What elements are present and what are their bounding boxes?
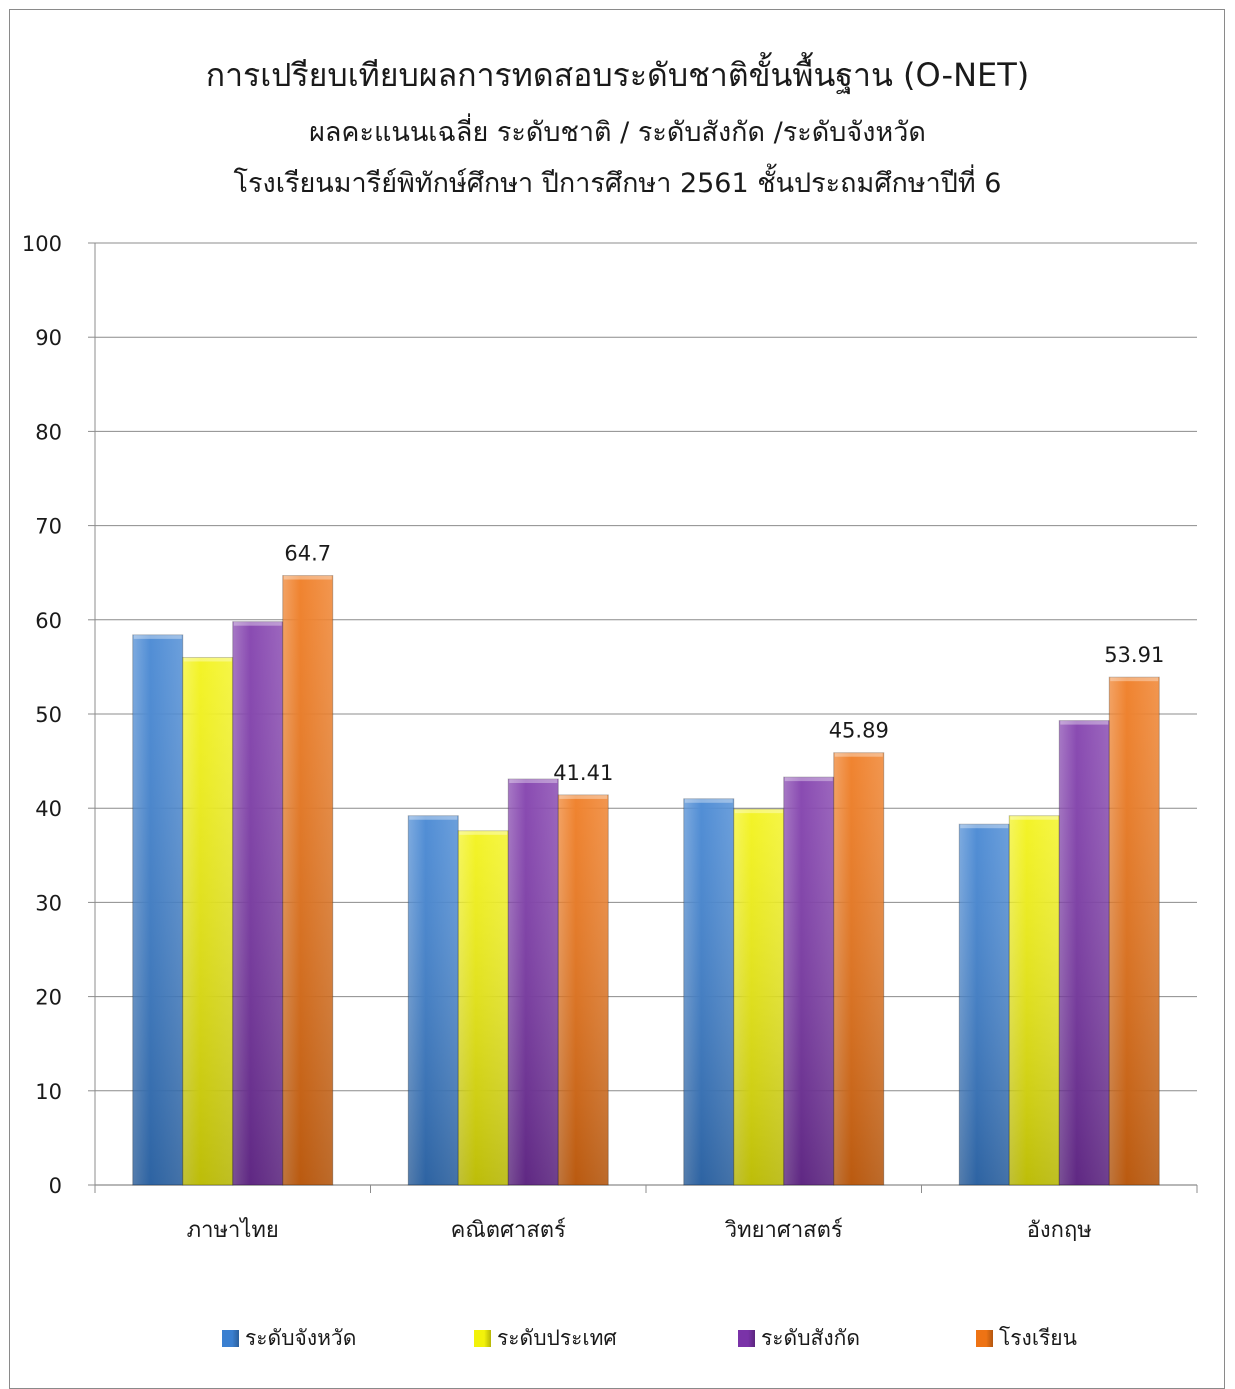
data-labels: 64.7 41.41 45.89 53.91	[284, 542, 1164, 785]
legend-swatch	[222, 1329, 239, 1347]
bar-top-highlight	[784, 777, 833, 782]
y-tick-label: 60	[35, 609, 62, 633]
chart-title: การเปรียบเทียบผลการทดสอบระดับชาติขั้นพื้…	[205, 56, 1030, 94]
bar-shading	[458, 830, 509, 1185]
x-category-label: อังกฤษ	[1027, 1218, 1092, 1243]
legend-swatch	[738, 1329, 755, 1347]
axes: 0 10 20 30 40 50 60 70 80 90 100 ภาษาไทย คณิตศาสตร์ ว…	[22, 232, 1198, 1243]
bar-shading	[1009, 815, 1060, 1185]
bar-top-highlight	[1110, 677, 1159, 682]
bar-top-highlight	[459, 830, 508, 835]
bar-top-highlight	[960, 824, 1009, 829]
data-label: 45.89	[829, 719, 889, 743]
bar-shading	[1059, 720, 1110, 1185]
y-tick-label: 80	[35, 420, 62, 444]
bar-top-highlight	[1010, 815, 1059, 820]
legend-item: ระดับจังหวัด	[222, 1318, 356, 1358]
bar-top-highlight	[684, 798, 733, 803]
legend-label: โรงเรียน	[999, 1325, 1077, 1350]
y-tick-label: 0	[49, 1174, 62, 1198]
bar-shading	[182, 657, 233, 1185]
x-category-label: ภาษาไทย	[187, 1217, 279, 1243]
bar-top-highlight	[283, 575, 332, 580]
bar-shading	[408, 815, 459, 1185]
bar-top-highlight	[183, 657, 232, 662]
y-tick-label: 50	[35, 703, 62, 727]
legend-swatch	[474, 1329, 491, 1347]
y-tick-label: 30	[35, 891, 62, 915]
bar-shading	[733, 809, 784, 1185]
data-label: 41.41	[553, 761, 613, 785]
bar-shading	[232, 621, 283, 1185]
legend-item: ระดับสังกัด	[738, 1318, 860, 1358]
chart-subtitle-1: ผลคะแนนเฉลี่ย ระดับชาติ / ระดับสังกัด /ร…	[309, 117, 926, 148]
bar-shading	[833, 752, 884, 1185]
legend-swatch	[976, 1329, 993, 1347]
bar-top-highlight	[834, 752, 883, 757]
bar-top-highlight	[734, 809, 783, 814]
bar-top-highlight	[409, 815, 458, 820]
bar-chart: 0 10 20 30 40 50 60 70 80 90 100 ภาษาไทย คณิตศาสตร์ ว…	[22, 232, 1198, 1243]
bar-shading	[508, 778, 559, 1185]
y-tick-label: 20	[35, 986, 62, 1010]
bar-shading	[558, 794, 609, 1185]
bar-top-highlight	[133, 634, 182, 639]
y-tick-label: 100	[22, 232, 62, 256]
bars	[132, 575, 1160, 1186]
legend-label: ระดับสังกัด	[761, 1325, 860, 1350]
y-tick-label: 10	[35, 1080, 62, 1104]
bar-shading	[282, 575, 333, 1185]
x-category-label: วิทยาศาสตร์	[724, 1218, 843, 1243]
bar-top-highlight	[1060, 720, 1109, 725]
y-tick-label: 90	[35, 326, 62, 350]
legend-item: โรงเรียน	[976, 1318, 1077, 1358]
legend-label: ระดับจังหวัด	[245, 1325, 357, 1350]
legend: ระดับจังหวัด ระดับประเทศ ระดับสังกัด โรงเรี…	[0, 1318, 1235, 1358]
x-category-label: คณิตศาสตร์	[451, 1218, 566, 1243]
bar-shading	[683, 798, 734, 1185]
data-label: 64.7	[284, 542, 331, 566]
legend-item: ระดับประเทศ	[474, 1318, 617, 1358]
chart-subtitle-2: โรงเรียนมารีย์พิทักษ์ศึกษา ปีการศึกษา 25…	[233, 168, 1002, 199]
bar-shading	[132, 634, 183, 1185]
y-tick-label: 40	[35, 797, 62, 821]
legend-label: ระดับประเทศ	[497, 1325, 617, 1350]
bar-top-highlight	[233, 621, 282, 626]
bar-top-highlight	[559, 794, 608, 799]
bar-shading	[1109, 677, 1160, 1185]
bar-shading	[783, 777, 834, 1185]
y-tick-label: 70	[35, 515, 62, 539]
data-label: 53.91	[1104, 643, 1164, 667]
bar-top-highlight	[509, 778, 558, 783]
bar-shading	[959, 824, 1010, 1185]
